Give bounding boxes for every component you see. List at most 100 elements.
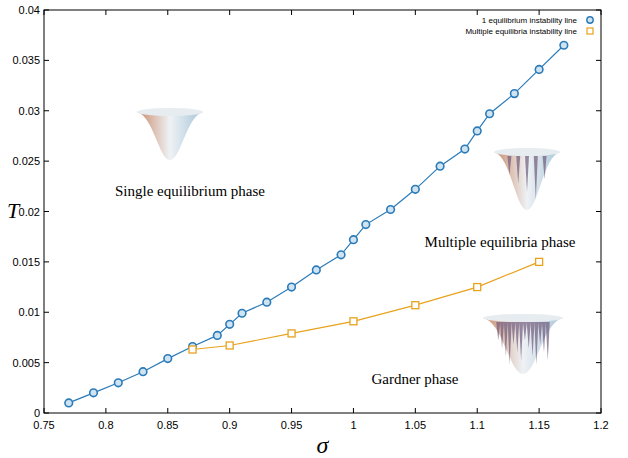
legend-marker xyxy=(587,17,593,23)
circle-marker xyxy=(337,251,345,259)
x-tick xyxy=(229,408,230,413)
circle-marker xyxy=(213,332,221,340)
gardner-funnel-picture xyxy=(483,314,563,374)
x-tick-top xyxy=(229,10,230,15)
funnel-ridge xyxy=(523,322,527,340)
funnel-ridge xyxy=(531,322,535,356)
y-tick-right xyxy=(596,110,601,111)
single-funnel-picture xyxy=(137,108,203,160)
funnel-ridge xyxy=(546,322,550,360)
circle-marker xyxy=(473,127,481,135)
x-tick xyxy=(601,408,602,413)
funnel-ridge xyxy=(500,322,504,348)
x-tick-top xyxy=(291,10,292,15)
x-tick xyxy=(477,408,478,413)
circle-marker xyxy=(511,90,519,98)
square-marker xyxy=(536,258,543,265)
square-marker xyxy=(189,346,196,353)
circle-marker xyxy=(560,41,568,49)
y-tick-right xyxy=(596,413,601,414)
y-tick-label: 0.005 xyxy=(12,357,40,369)
phase-label: Single equilibrium phase xyxy=(115,183,265,199)
circle-marker xyxy=(486,110,494,118)
x-tick-top xyxy=(167,10,168,15)
funnel-ridge xyxy=(534,156,538,200)
funnel-ridge xyxy=(508,322,512,364)
square-marker xyxy=(412,302,419,309)
funnel-body xyxy=(494,152,560,210)
funnel-ridge xyxy=(543,156,547,179)
circle-marker xyxy=(362,221,370,229)
series-line xyxy=(69,45,564,403)
x-tick-top xyxy=(415,10,416,15)
funnel-ridge xyxy=(542,322,546,352)
circle-marker xyxy=(535,66,543,74)
y-tick-label: 0.025 xyxy=(12,155,40,167)
x-tick xyxy=(415,408,416,413)
phase-label: Multiple equilibria phase xyxy=(425,234,576,250)
y-tick-right xyxy=(596,261,601,262)
square-marker xyxy=(226,342,233,349)
x-tick-label: 0.9 xyxy=(222,419,237,431)
legend: 1 equilibrium instability lineMultiple e… xyxy=(465,16,593,36)
x-tick-label: 1.1 xyxy=(470,419,485,431)
x-tick-label: 0.85 xyxy=(157,419,178,431)
y-tick xyxy=(44,161,49,162)
funnel-ridge xyxy=(516,156,520,183)
y-tick-label: 0.02 xyxy=(19,206,40,218)
funnel-ridge xyxy=(527,322,531,348)
circle-marker xyxy=(461,145,469,153)
funnel-ridge xyxy=(507,156,511,175)
circle-marker xyxy=(412,186,420,194)
funnel-ridge xyxy=(525,156,529,192)
circle-marker xyxy=(263,298,271,306)
square-marker xyxy=(350,318,357,325)
circle-marker xyxy=(114,379,122,387)
y-axis-title: T xyxy=(7,198,21,223)
y-tick xyxy=(44,60,49,61)
y-tick-label: 0.035 xyxy=(12,54,40,66)
circle-marker xyxy=(226,321,234,329)
y-tick xyxy=(44,110,49,111)
circle-marker xyxy=(65,399,73,407)
y-tick xyxy=(44,362,49,363)
funnel-ridge xyxy=(504,322,508,356)
circle-marker xyxy=(313,266,321,274)
y-tick xyxy=(44,312,49,313)
y-tick-right xyxy=(596,10,601,11)
x-tick xyxy=(291,408,292,413)
y-tick-label: 0.015 xyxy=(12,256,40,268)
circle-marker xyxy=(288,283,296,291)
x-tick xyxy=(539,408,540,413)
y-tick xyxy=(44,211,49,212)
multiple-funnel-picture xyxy=(494,148,560,210)
y-tick-label: 0 xyxy=(34,407,40,419)
series-line xyxy=(193,262,540,350)
x-tick-label: 1.05 xyxy=(405,419,426,431)
y-tick-right xyxy=(596,362,601,363)
legend-label: Multiple equilibria instability line xyxy=(465,27,577,36)
y-tick-right xyxy=(596,211,601,212)
y-tick-label: 0.01 xyxy=(19,306,40,318)
circle-marker xyxy=(164,355,172,363)
funnel-ridge xyxy=(519,322,523,360)
funnel-ridge xyxy=(511,322,515,344)
y-tick-right xyxy=(596,312,601,313)
x-tick-top xyxy=(353,10,354,15)
x-tick-label: 1.2 xyxy=(593,419,608,431)
funnel-ridge xyxy=(496,322,500,340)
phase-label: Gardner phase xyxy=(371,371,458,387)
x-tick-label: 0.75 xyxy=(33,419,54,431)
circle-marker xyxy=(90,389,98,397)
x-tick-top xyxy=(44,10,45,15)
plot-frame xyxy=(44,10,601,413)
x-tick-top xyxy=(105,10,106,15)
plot-area xyxy=(65,41,568,406)
funnel-rim xyxy=(483,314,563,322)
funnel-ridge xyxy=(534,322,538,364)
y-tick-right xyxy=(596,60,601,61)
y-tick xyxy=(44,261,49,262)
x-tick xyxy=(353,408,354,413)
funnel-rim xyxy=(494,148,560,156)
x-tick-label: 1 xyxy=(350,419,356,431)
